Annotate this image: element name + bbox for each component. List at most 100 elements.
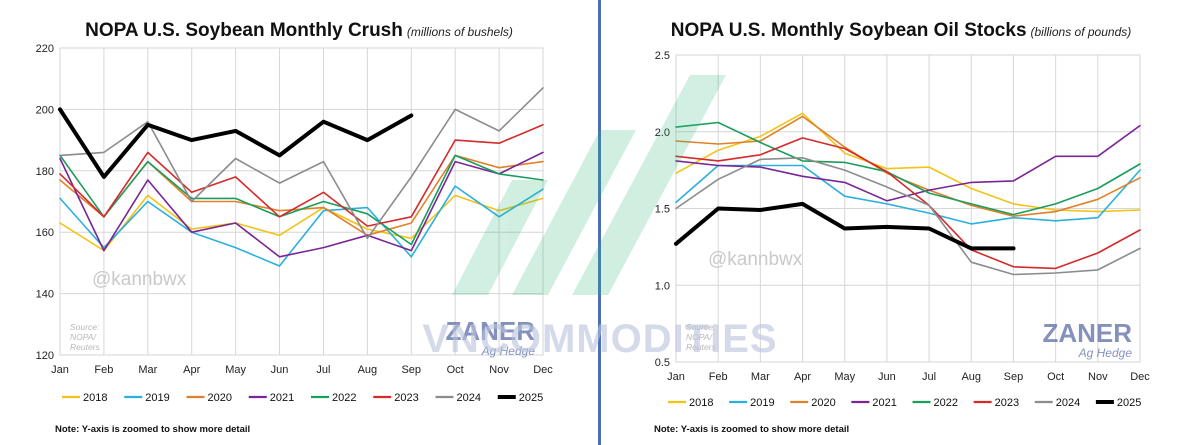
- series-line-2024: [675, 157, 1141, 276]
- x-tick-label: Sep: [401, 364, 421, 376]
- source-label: Reuters: [686, 342, 717, 352]
- legend-label: 2019: [145, 392, 169, 404]
- x-tick-label: Aug: [358, 364, 378, 376]
- x-tick-label: Jul: [922, 371, 936, 383]
- legend-label: 2021: [872, 397, 896, 409]
- y-tick-label: 140: [36, 289, 54, 301]
- chart-title-main: NOPA U.S. Monthly Soybean Oil Stocks: [670, 20, 1027, 41]
- oil-stocks-chart-panel: NOPA U.S. Monthly Soybean Oil Stocks (bil…: [602, 0, 1200, 445]
- panel-divider: [598, 0, 601, 445]
- chart-title-unit: (millions of bushels): [406, 25, 513, 39]
- x-tick-label: Feb: [709, 371, 728, 383]
- legend-label: 2023: [995, 397, 1019, 409]
- x-tick-label: Dec: [533, 364, 553, 376]
- x-tick-label: Jan: [51, 364, 69, 376]
- x-tick-label: Jun: [878, 371, 896, 383]
- x-tick-label: Apr: [183, 364, 200, 376]
- legend-label: 2020: [208, 392, 232, 404]
- legend-label: 2018: [83, 392, 107, 404]
- author-handle: @kannbwx: [92, 269, 187, 290]
- x-tick-label: Nov: [489, 364, 509, 376]
- legend-item-2024: 2024: [1034, 397, 1080, 409]
- chart-title-unit: (billions of pounds): [1030, 25, 1132, 39]
- crush-chart-panel: NOPA U.S. Soybean Monthly Crush (millions…: [0, 0, 598, 445]
- x-tick-label: Jul: [316, 364, 330, 376]
- legend-label: 2022: [934, 397, 958, 409]
- y-tick-label: 160: [36, 227, 54, 239]
- legend-item-2021: 2021: [248, 392, 294, 404]
- series-line-2023: [59, 124, 544, 227]
- legend-label: 2024: [1056, 397, 1080, 409]
- series-line-2024: [59, 87, 544, 240]
- brand-logo-text: ZANER: [1042, 318, 1132, 348]
- legend-item-2024: 2024: [435, 392, 481, 404]
- series-line-2025: [674, 201, 1016, 251]
- legend-item-2020: 2020: [790, 397, 836, 409]
- legend-item-2020: 2020: [186, 392, 232, 404]
- y-tick-label: 0.5: [655, 357, 670, 369]
- chart-title: NOPA U.S. Monthly Soybean Oil Stocks (bil…: [602, 20, 1200, 42]
- brand-logo-subtext: Ag Hedge: [481, 344, 536, 358]
- legend-item-2022: 2022: [912, 397, 958, 409]
- series-line-2021: [59, 151, 544, 258]
- crush-line-chart: 120 140 160 180 200 220 Jan Feb Mar Apr May Jun Jul A…: [36, 43, 554, 404]
- x-tick-label: Mar: [751, 371, 770, 383]
- axis-note: Note: Y-axis is zoomed to show more deta…: [55, 424, 251, 435]
- x-tick-label: Dec: [1130, 371, 1150, 383]
- x-tick-label: May: [225, 364, 246, 376]
- legend-label: 2022: [332, 392, 356, 404]
- series-line-2019: [59, 185, 544, 267]
- legend-item-2021: 2021: [851, 397, 897, 409]
- x-tick-label: Aug: [961, 371, 981, 383]
- legend-label: 2023: [394, 392, 418, 404]
- author-handle: @kannbwx: [708, 249, 803, 270]
- x-tick-label: Oct: [1047, 371, 1064, 383]
- x-tick-label: Mar: [138, 364, 157, 376]
- legend-item-2023: 2023: [373, 392, 419, 404]
- legend-item-2018: 2018: [62, 392, 107, 404]
- series-line-2022: [59, 154, 544, 246]
- legend-item-2023: 2023: [973, 397, 1019, 409]
- x-tick-label: Nov: [1088, 371, 1108, 383]
- x-tick-label: Jan: [667, 371, 685, 383]
- brand-logo-text: ZANER: [445, 316, 535, 346]
- series-line-2019: [675, 164, 1141, 225]
- y-tick-label: 120: [36, 350, 54, 362]
- chart-title-main: NOPA U.S. Soybean Monthly Crush: [85, 20, 403, 41]
- legend-label: 2018: [689, 397, 713, 409]
- axis-note: Note: Y-axis is zoomed to show more deta…: [654, 424, 850, 435]
- x-tick-label: Feb: [94, 364, 113, 376]
- x-tick-label: Apr: [794, 371, 811, 383]
- legend-label: 2024: [457, 392, 481, 404]
- legend-item-2022: 2022: [311, 392, 356, 404]
- legend-label: 2025: [1117, 397, 1141, 409]
- series-line-2022: [675, 121, 1141, 216]
- source-label: NOPA/: [70, 332, 97, 342]
- series-line-2023: [675, 137, 1141, 270]
- y-tick-label: 2.5: [655, 50, 670, 62]
- x-tick-label: Jun: [271, 364, 289, 376]
- source-label: Source:: [70, 322, 100, 332]
- legend-item-2019: 2019: [729, 397, 775, 409]
- legend-label: 2021: [270, 392, 294, 404]
- chart-title: NOPA U.S. Soybean Monthly Crush (millions…: [0, 20, 598, 42]
- series-line-2018: [59, 194, 544, 252]
- legend-item-2025: 2025: [497, 392, 543, 404]
- legend-label: 2020: [811, 397, 835, 409]
- y-tick-label: 200: [36, 104, 54, 116]
- legend-label: 2019: [750, 397, 774, 409]
- legend-label: 2025: [519, 392, 543, 404]
- series-line-2025: [58, 107, 414, 179]
- series-line-2020: [59, 154, 544, 237]
- x-tick-label: Sep: [1004, 371, 1024, 383]
- legend-item-2019: 2019: [124, 392, 170, 404]
- source-label: NOPA/: [686, 332, 713, 342]
- source-label: Reuters: [70, 342, 101, 352]
- x-tick-label: Oct: [447, 364, 464, 376]
- y-tick-label: 2.0: [655, 127, 670, 139]
- legend-item-2018: 2018: [668, 397, 713, 409]
- y-tick-label: 1.5: [655, 204, 670, 216]
- y-tick-label: 180: [36, 166, 54, 178]
- brand-logo-subtext: Ag Hedge: [1078, 346, 1133, 360]
- oil-stocks-line-chart: 0.5 1.0 1.5 2.0 2.5 Jan Feb Mar Apr May Jun Jul Aug S…: [655, 50, 1151, 409]
